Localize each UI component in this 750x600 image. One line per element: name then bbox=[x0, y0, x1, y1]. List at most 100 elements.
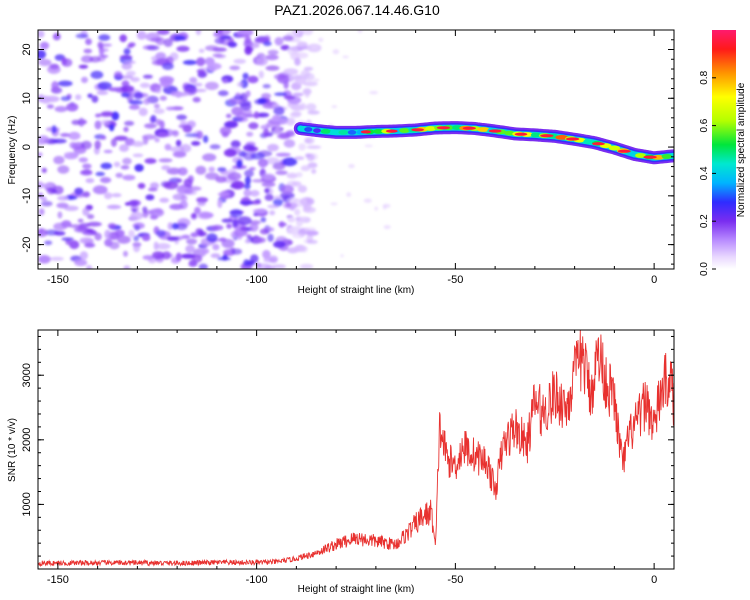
noise-blob bbox=[60, 133, 71, 137]
noise-blob bbox=[231, 180, 245, 190]
noise-blob bbox=[68, 131, 81, 140]
noise-speck bbox=[383, 225, 391, 230]
noise-blob bbox=[286, 117, 296, 126]
noise-blob bbox=[245, 90, 251, 97]
noise-speck bbox=[348, 164, 355, 169]
noise-blob bbox=[142, 134, 157, 140]
noise-blob bbox=[237, 232, 243, 240]
noise-blob bbox=[166, 236, 179, 241]
spectrogram-y-axis-label: Frequency (Hz) bbox=[7, 116, 18, 185]
noise-speck bbox=[382, 203, 391, 208]
noise-blob bbox=[264, 264, 276, 269]
noise-blob bbox=[71, 119, 81, 125]
noise-blob bbox=[176, 114, 188, 121]
noise-blob bbox=[111, 193, 122, 198]
noise-blob bbox=[128, 229, 135, 238]
noise-blob bbox=[75, 33, 89, 39]
ridge-bead bbox=[329, 129, 340, 135]
noise-blob bbox=[222, 78, 229, 84]
noise-blob bbox=[39, 41, 50, 50]
noise-blob bbox=[246, 131, 254, 137]
noise-blob bbox=[274, 126, 282, 135]
ridge-bead bbox=[304, 127, 313, 132]
noise-blob bbox=[53, 155, 65, 165]
noise-blob bbox=[38, 152, 43, 157]
noise-blob bbox=[300, 165, 311, 172]
noise-blob bbox=[127, 200, 139, 207]
noise-blob bbox=[99, 112, 114, 118]
noise-blob bbox=[38, 30, 45, 38]
noise-blob bbox=[108, 87, 122, 92]
noise-blob bbox=[290, 104, 304, 111]
noise-blob bbox=[95, 171, 106, 177]
noise-blob bbox=[191, 141, 201, 146]
noise-blob bbox=[180, 253, 196, 259]
noise-blob bbox=[173, 92, 189, 97]
noise-blob bbox=[91, 95, 99, 103]
noise-blob bbox=[246, 47, 254, 52]
noise-blob bbox=[44, 240, 53, 246]
noise-blob bbox=[286, 172, 298, 179]
noise-blob bbox=[155, 229, 166, 237]
noise-blob bbox=[94, 232, 102, 241]
colorbar-tick-label: 0.2 bbox=[699, 214, 710, 228]
noise-blob bbox=[177, 167, 188, 176]
ridge-core bbox=[565, 137, 580, 141]
noise-speck bbox=[332, 49, 340, 55]
noise-blob bbox=[130, 211, 143, 221]
colorbar-ticks: 0.0 0.2 0.4 0.6 0.8 bbox=[699, 70, 716, 276]
noise-blob bbox=[163, 181, 179, 190]
noise-blob bbox=[156, 30, 170, 35]
noise-blob bbox=[303, 227, 317, 232]
noise-blob bbox=[40, 95, 51, 104]
noise-blob bbox=[89, 56, 101, 63]
noise-blob bbox=[134, 224, 141, 231]
noise-blob bbox=[138, 107, 148, 117]
noise-blob bbox=[302, 30, 314, 36]
noise-blob bbox=[206, 233, 218, 243]
noise-blob bbox=[211, 224, 224, 231]
noise-blob bbox=[78, 64, 89, 69]
noise-blob bbox=[283, 68, 299, 76]
noise-blob bbox=[196, 57, 206, 67]
noise-blob bbox=[119, 144, 129, 152]
noise-blob bbox=[273, 195, 282, 200]
noise-blob bbox=[103, 149, 113, 154]
noise-blob bbox=[123, 250, 128, 257]
noise-blob bbox=[215, 54, 227, 59]
y-tick-label: 1000 bbox=[21, 492, 33, 516]
noise-blob bbox=[92, 185, 108, 195]
noise-blob bbox=[205, 81, 219, 91]
noise-blob bbox=[78, 157, 89, 163]
noise-blob bbox=[269, 210, 276, 216]
noise-blob bbox=[300, 245, 308, 253]
ridge-bead bbox=[530, 132, 541, 138]
noise-blob bbox=[265, 65, 280, 71]
ridge-bead bbox=[627, 151, 637, 157]
noise-blob bbox=[244, 239, 251, 244]
noise-blob bbox=[134, 164, 144, 172]
noise-blob bbox=[66, 102, 79, 112]
noise-blob bbox=[172, 130, 179, 137]
noise-blob bbox=[87, 221, 102, 227]
noise-blob bbox=[229, 65, 241, 71]
noise-blob bbox=[202, 135, 209, 144]
ridge-bead bbox=[452, 125, 462, 130]
noise-blob bbox=[280, 44, 290, 51]
noise-blob bbox=[223, 148, 237, 157]
noise-blob bbox=[149, 182, 160, 189]
colorbar-tick-label: 0.4 bbox=[699, 166, 710, 180]
noise-blob bbox=[303, 72, 315, 81]
spectrogram-frame bbox=[37, 29, 675, 270]
noise-blob bbox=[57, 80, 73, 87]
noise-blob bbox=[272, 103, 280, 108]
noise-blob bbox=[273, 106, 285, 116]
noise-blob bbox=[208, 166, 215, 173]
noise-speck bbox=[330, 202, 338, 206]
noise-blob bbox=[74, 259, 88, 267]
noise-blob bbox=[38, 208, 45, 216]
noise-blob bbox=[82, 169, 92, 175]
noise-blob bbox=[185, 244, 196, 254]
noise-blob bbox=[87, 93, 93, 99]
noise-blob bbox=[259, 159, 267, 169]
